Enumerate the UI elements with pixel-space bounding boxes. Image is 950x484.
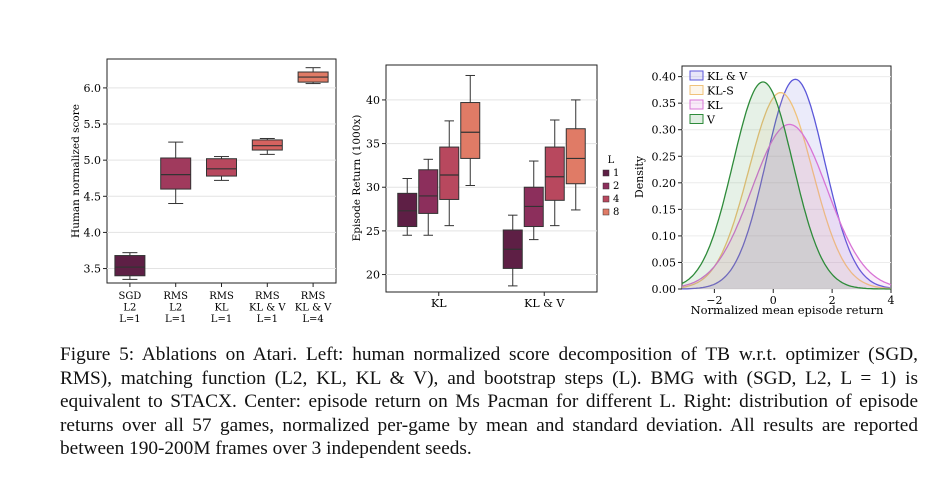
right-legend-swatch (689, 85, 704, 95)
center-legend-swatch (602, 208, 610, 216)
density-fill-1 (682, 79, 891, 289)
left-xtick-label: L=1 (119, 314, 140, 325)
center-xtick-label: KL (431, 297, 447, 310)
center-legend-label: 2 (613, 181, 619, 192)
left-ytick-label: 3.5 (84, 263, 102, 276)
center-legend-swatch (602, 169, 610, 177)
left-xtick-label: L2 (169, 303, 182, 314)
right-gridlines (682, 76, 891, 290)
center-box-g1-s3-box (439, 146, 460, 200)
center-box-g2-s4-box (565, 128, 586, 185)
left-ytick-label: 5.5 (84, 118, 102, 131)
center-ytick-label: 40 (366, 94, 380, 107)
center-legend-swatch (602, 182, 610, 190)
density-line-1 (681, 78, 892, 290)
left-ytick-label: 4.0 (84, 226, 102, 239)
center-legend: L 1 2 4 8 (602, 155, 619, 218)
right-xtick-label: −2 (706, 294, 722, 307)
right-legend: KL & V KL-SKL V (689, 70, 748, 127)
right-legend-label: KL-S (707, 85, 734, 98)
left-box-1-box (114, 255, 146, 277)
center-box-g1-s2-box (418, 169, 439, 214)
right-ytick-label: 0.10 (652, 230, 677, 243)
left-xtick-label: L=1 (211, 314, 232, 325)
left-box-2-box (160, 157, 192, 190)
right-legend-swatch (689, 99, 704, 110)
left-ytick-label: 5.0 (84, 154, 102, 167)
right-panel: 0.00 0.05 0.10 0.15 0.20 0.25 0.30 0.35 0.40 −2 0… (633, 65, 895, 317)
left-boxes (114, 67, 329, 280)
center-legend-swatch (602, 195, 610, 203)
right-ytick-label: 0.25 (652, 150, 677, 163)
right-ytick-label: 0.05 (652, 256, 677, 269)
center-plot-frame (385, 64, 598, 293)
right-ytick-label: 0.00 (652, 283, 677, 296)
left-xtick-label: KL & V (295, 303, 332, 314)
right-legend-label: KL & V (707, 70, 748, 83)
right-yticks: 0.00 0.05 0.10 0.15 0.20 0.25 0.30 0.35 0.40 (652, 71, 682, 296)
right-ytick-label: 0.20 (652, 177, 677, 190)
right-ytick-label: 0.35 (652, 97, 677, 110)
center-yticks: 20 25 30 35 40 (366, 94, 386, 282)
right-ylabel: Density (633, 155, 646, 198)
left-xtick-label: KL & V (249, 303, 286, 314)
left-xtick-label: RMS (209, 291, 234, 302)
density-fill-3 (682, 124, 891, 290)
center-box-g1-s4-box (460, 102, 481, 159)
center-boxes (397, 74, 586, 287)
center-legend-label: 1 (613, 168, 619, 179)
figure-5: 3.54.04.55.05.56.0 SGDL2L=1RMSL2L=1RMSKL… (70, 58, 895, 325)
center-legend-label: 8 (613, 207, 619, 218)
density-line-4 (681, 81, 891, 290)
center-xtick-label: KL & V (524, 297, 565, 310)
left-ytick-label: 4.5 (84, 190, 102, 203)
right-xtick-label: 4 (888, 294, 895, 307)
left-ylabel: Human normalized score (70, 104, 82, 238)
right-xticks: −2 0 2 4 (706, 289, 895, 307)
right-xtick-label: 0 (770, 294, 777, 307)
density-fill-4 (682, 82, 891, 289)
right-ytick-label: 0.40 (652, 71, 677, 84)
center-ylabel: Episode Return (1000x) (351, 115, 363, 242)
left-panel: 3.54.04.55.05.56.0 SGDL2L=1RMSL2L=1RMSKL… (70, 58, 337, 325)
center-xlabels: KL KL & V (431, 292, 565, 310)
right-ytick-label: 0.30 (652, 124, 677, 137)
left-xtick-label: L=4 (302, 314, 323, 325)
center-gridlines (386, 99, 597, 276)
left-box-3-box (206, 158, 237, 177)
left-xtick-label: RMS (301, 291, 326, 302)
right-legend-label: KL (707, 99, 723, 112)
left-xtick-label: L=1 (165, 314, 186, 325)
left-xtick-label: L2 (123, 303, 136, 314)
center-ytick-label: 20 (366, 269, 380, 282)
left-xtick-label: RMS (255, 291, 280, 302)
right-legend-swatch (689, 70, 704, 81)
right-legend-label: V (706, 114, 716, 127)
center-panel: 20 25 30 35 40 KL KL & V Episode Return (1000… (351, 64, 619, 310)
left-xtick-label: L=1 (257, 314, 278, 325)
center-ytick-label: 25 (366, 225, 380, 238)
center-box-g2-s3-box (544, 146, 565, 201)
center-ytick-label: 35 (366, 138, 380, 151)
center-ytick-label: 30 (366, 181, 380, 194)
center-legend-title: L (608, 155, 615, 166)
figure-caption: Figure 5: Ablations on Atari. Left: huma… (60, 344, 918, 459)
left-yticks: 3.5 4.0 4.5 5.0 5.5 6.0 (84, 82, 107, 276)
density-fill-2 (682, 92, 891, 289)
center-legend-label: 4 (613, 194, 619, 205)
right-density-curves (681, 78, 892, 290)
left-box-4-box (251, 139, 283, 151)
left-xtick-label: RMS (163, 291, 188, 302)
right-xlabel: Normalized mean episode return (691, 303, 884, 317)
left-ytick-label: 6.0 (84, 82, 102, 95)
density-line-3 (681, 123, 892, 287)
left-xtick-label: SGD (118, 291, 141, 302)
left-xtick-label: KL (214, 303, 228, 314)
right-ytick-label: 0.15 (652, 203, 677, 216)
center-box-g1-s1-box (397, 192, 418, 228)
right-legend-swatch (689, 114, 704, 124)
right-xtick-label: 2 (829, 294, 836, 307)
